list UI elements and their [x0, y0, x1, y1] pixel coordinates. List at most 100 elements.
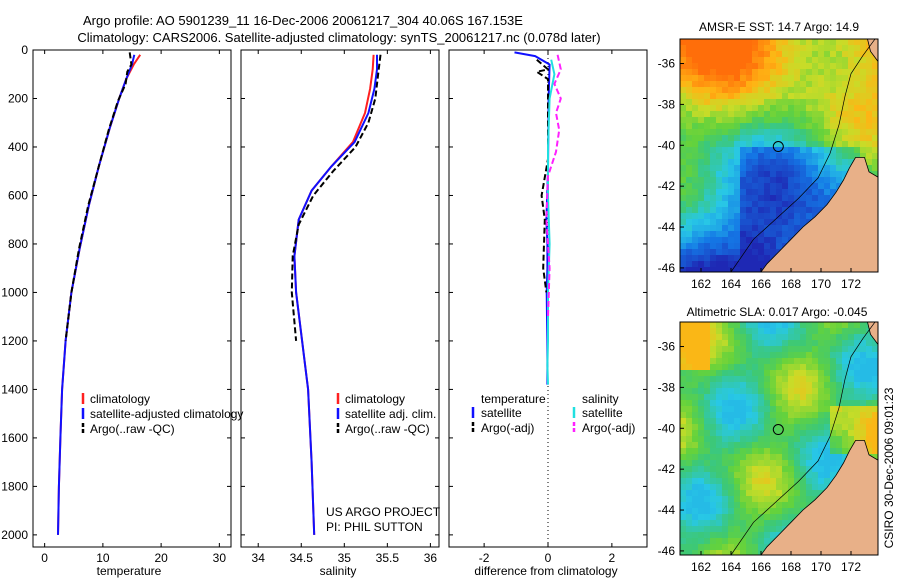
map-cell [830, 412, 837, 419]
map-cell [866, 153, 873, 160]
map-cell [800, 165, 807, 172]
map-cell [812, 406, 819, 413]
map-cell [692, 544, 699, 551]
map-cell [704, 544, 711, 551]
map-cell [710, 177, 717, 184]
map-cell [698, 478, 705, 485]
map-cell [722, 171, 729, 178]
map-cell [866, 394, 873, 401]
map-cell [824, 165, 831, 172]
map-cell [764, 352, 771, 359]
map-cell [752, 243, 759, 250]
map-cell [698, 382, 705, 389]
map-cell [698, 424, 705, 431]
map-cell [686, 165, 693, 172]
map-cell [728, 207, 735, 214]
map-cell [842, 400, 849, 407]
map-cell [680, 460, 687, 467]
map-cell [752, 466, 759, 473]
map-cell [836, 93, 843, 100]
map-cell [686, 520, 693, 527]
map-cell [686, 460, 693, 467]
map-cell [704, 147, 711, 154]
map-cell [692, 117, 699, 124]
map-cell [806, 207, 813, 214]
map-cell [734, 436, 741, 443]
map-cell [806, 117, 813, 124]
map-cell [788, 99, 795, 106]
map-cell [704, 75, 711, 82]
map-cell [746, 532, 753, 539]
map-cell [710, 189, 717, 196]
map-cell [842, 141, 849, 148]
map-cell [848, 81, 855, 88]
map-cell [698, 249, 705, 256]
map-cell [812, 69, 819, 76]
map-cell [854, 153, 861, 160]
map-cell [824, 111, 831, 118]
map-cell [824, 358, 831, 365]
map-cell [788, 225, 795, 232]
map-cell [764, 412, 771, 419]
map-cell [698, 388, 705, 395]
map-cell [728, 382, 735, 389]
map-cell [710, 243, 717, 250]
map-cell [710, 484, 717, 491]
map-cell [764, 346, 771, 353]
map-cell [722, 508, 729, 515]
map-cell [728, 370, 735, 377]
map-cell [716, 538, 723, 545]
map-cell [818, 442, 825, 449]
map-cell [776, 75, 783, 82]
map-cell [872, 99, 878, 106]
map-cell [824, 436, 831, 443]
map-cell [686, 340, 693, 347]
map-cell [704, 45, 711, 52]
map-cell [716, 526, 723, 533]
map-cell [806, 123, 813, 130]
map-cell [746, 472, 753, 479]
map-cell [776, 117, 783, 124]
map-cell [758, 460, 765, 467]
map-cell [728, 490, 735, 497]
map-cell [842, 105, 849, 112]
map-cell [854, 358, 861, 365]
map-cell [806, 430, 813, 437]
map-cell [722, 412, 729, 419]
map-cell [818, 340, 825, 347]
map-cell [692, 87, 699, 94]
map-cell [764, 466, 771, 473]
map-cell [824, 177, 831, 184]
map-cell [764, 388, 771, 395]
map-cell [818, 177, 825, 184]
map-cell [770, 237, 777, 244]
map-cell [788, 376, 795, 383]
map-cell [746, 123, 753, 130]
map-cell [686, 219, 693, 226]
map-cell [686, 532, 693, 539]
map-cell [680, 129, 687, 136]
map-cell [764, 231, 771, 238]
map-cell [734, 442, 741, 449]
map-cell [776, 388, 783, 395]
map-cell [812, 334, 819, 341]
map-cell [818, 45, 825, 52]
map-cell [734, 526, 741, 533]
map-cell [788, 424, 795, 431]
map-cell [872, 117, 878, 124]
map-cell [842, 352, 849, 359]
map-cell [764, 490, 771, 497]
map-cell [686, 484, 693, 491]
map-cell [818, 370, 825, 377]
salinity-lines [290, 54, 382, 535]
map-cell [752, 478, 759, 485]
map-cell [740, 364, 747, 371]
map-cell [698, 219, 705, 226]
map-cell [752, 358, 759, 365]
map-cell [830, 129, 837, 136]
map-cell [746, 508, 753, 515]
map-cell [818, 436, 825, 443]
map-cell [758, 75, 765, 82]
map-cell [686, 430, 693, 437]
map-cell [794, 141, 801, 148]
